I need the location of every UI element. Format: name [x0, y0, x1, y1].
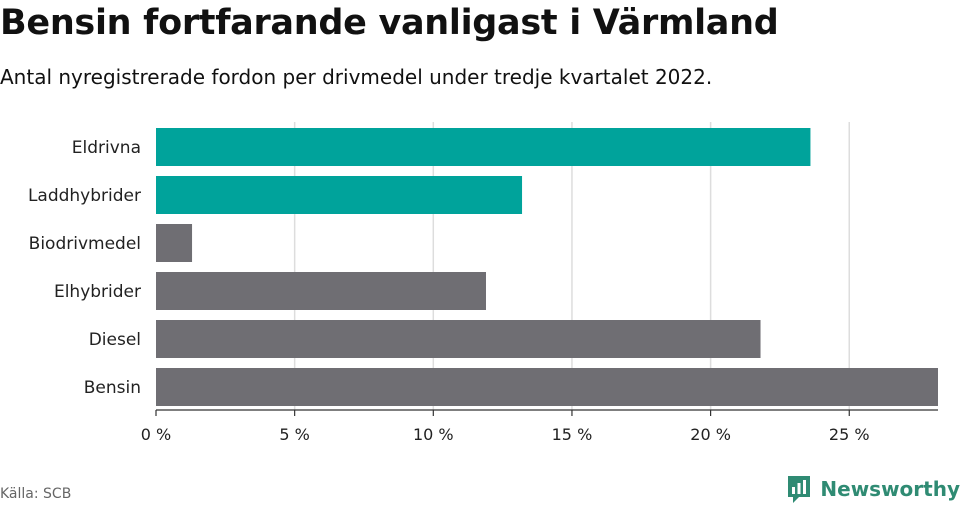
- bar-biodrivmedel: [156, 224, 193, 262]
- x-tick-label: 25 %: [829, 425, 870, 444]
- bar-laddhybrider: [156, 176, 523, 214]
- x-tick-label: 0 %: [141, 425, 171, 444]
- newsworthy-logo-icon: [788, 476, 811, 503]
- category-label: Elhybrider: [54, 282, 141, 302]
- axis-layer: Eldrivna Laddhybrider Biodrivmedel Elhybrid…: [28, 138, 938, 444]
- brand-logo: Newsworthy: [786, 472, 960, 506]
- category-label: Bensin: [84, 378, 141, 398]
- x-tick-label: 15 %: [552, 425, 593, 444]
- grid-layer: [293, 122, 851, 410]
- bar-diesel: [156, 320, 761, 358]
- source-note: Källa: SCB: [0, 486, 72, 502]
- chart-title: Bensin fortfarande vanligast i Värmland: [0, 3, 779, 43]
- chart-subtitle: Antal nyregistrerade fordon per drivmede…: [0, 65, 713, 89]
- category-label: Diesel: [89, 330, 141, 350]
- brand-name: Newsworthy: [820, 477, 960, 501]
- x-tick-label: 10 %: [413, 425, 454, 444]
- bar-layer: [156, 128, 938, 406]
- bar-bensin: [156, 368, 938, 406]
- bar-elhybrider: [156, 272, 486, 310]
- bar-eldrivna: [156, 128, 811, 166]
- category-label: Laddhybrider: [28, 186, 141, 206]
- category-label: Biodrivmedel: [29, 234, 141, 254]
- x-tick-label: 20 %: [690, 425, 731, 444]
- x-tick-label: 5 %: [279, 425, 309, 444]
- category-label: Eldrivna: [72, 138, 141, 158]
